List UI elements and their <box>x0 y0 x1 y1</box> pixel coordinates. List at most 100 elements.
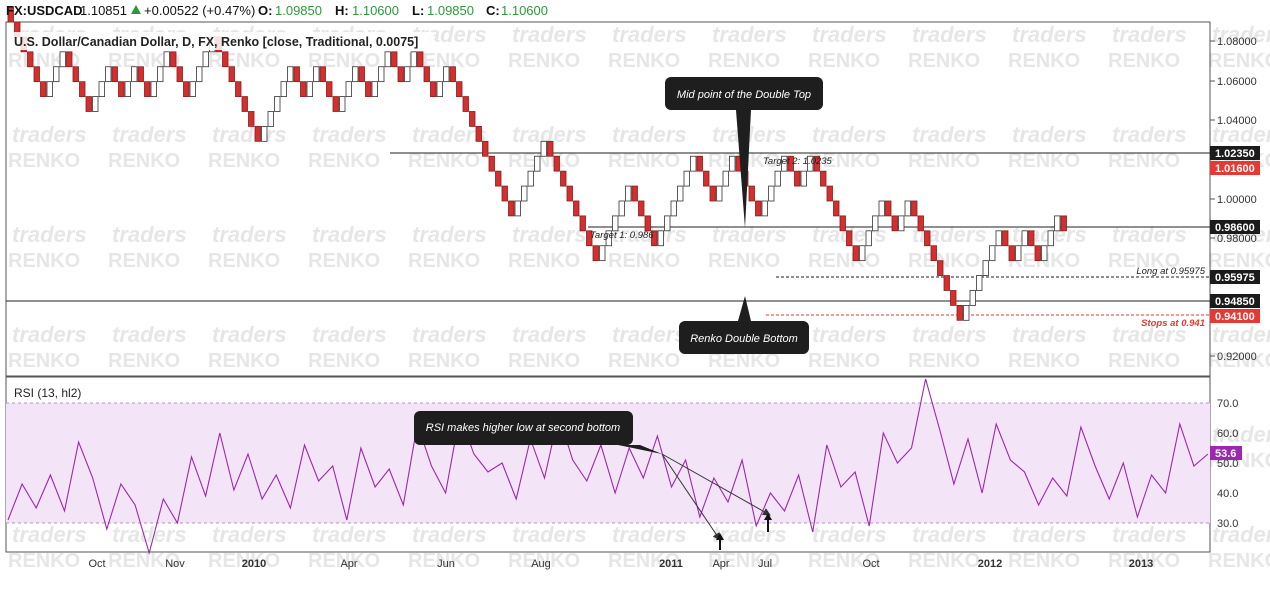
watermark-text: RENKO <box>808 50 880 72</box>
watermark-text: traders <box>1212 522 1270 547</box>
time-tick: Oct <box>862 558 879 570</box>
renko-brick-down <box>170 51 177 68</box>
renko-brick-down <box>241 96 248 112</box>
renko-brick-up <box>105 66 112 83</box>
target2-label: Target 2: 1.0235 <box>763 156 833 167</box>
renko-brick-down <box>579 215 586 232</box>
price-tick: 0.92000 <box>1217 351 1257 363</box>
time-tick: 2012 <box>978 558 1002 570</box>
last-price: 1.10851 <box>80 3 127 18</box>
price-tick: 1.00000 <box>1217 194 1257 206</box>
renko-brick-up <box>92 96 99 112</box>
watermark-text: traders <box>1212 122 1270 147</box>
rsi-line-group <box>7 378 1209 556</box>
renko-brick-down <box>137 66 144 83</box>
watermark-text: traders <box>612 322 687 347</box>
price-tag <box>1210 294 1260 308</box>
price-tick: 1.08000 <box>1217 36 1257 48</box>
long-label: Long at 0.95975 <box>1136 266 1205 277</box>
renko-brick-up <box>716 185 723 202</box>
watermark-text: traders <box>512 322 587 347</box>
renko-brick-down <box>495 170 502 187</box>
watermark-text: RENKO <box>8 250 80 272</box>
renko-brick-down <box>144 81 151 97</box>
renko-brick-up <box>261 126 268 142</box>
renko-brick-up <box>976 275 983 291</box>
price-tag <box>1210 270 1260 284</box>
watermark-text: traders <box>812 22 887 47</box>
renko-brick-up <box>267 111 274 127</box>
rsi-arrow <box>661 453 771 516</box>
watermark-text: traders <box>1112 22 1187 47</box>
watermark-text: traders <box>1212 322 1270 347</box>
renko-brick-up <box>729 155 736 172</box>
renko-brick-down <box>358 66 365 83</box>
renko-brick-down <box>248 111 255 127</box>
renko-brick-down <box>456 81 463 97</box>
watermark-text: RENKO <box>1008 550 1080 572</box>
renko-brick-up <box>989 245 996 262</box>
close-value: 1.10600 <box>501 3 548 18</box>
time-tick: Oct <box>88 558 105 570</box>
renko-brick-down <box>755 200 762 217</box>
renko-brick-up <box>781 155 788 172</box>
watermark-text: traders <box>412 122 487 147</box>
watermark-text: traders <box>1012 322 1087 347</box>
watermark-text: traders <box>712 522 787 547</box>
renko-brick-up <box>761 200 768 217</box>
up-arrow-icon <box>716 533 724 540</box>
renko-brick-up <box>774 170 781 187</box>
renko-brick-down <box>651 230 658 247</box>
renko-brick-down <box>1060 215 1067 232</box>
watermark-text: RENKO <box>1208 350 1270 372</box>
renko-brick-down <box>833 200 840 217</box>
renko-brick-down <box>891 215 898 232</box>
renko-brick-up <box>521 185 528 202</box>
watermark-text: traders <box>512 522 587 547</box>
callout-pointer <box>618 445 662 454</box>
renko-brick-down <box>469 111 476 127</box>
renko-brick-down <box>85 96 92 112</box>
price-tag-text: 1.01600 <box>1215 163 1255 175</box>
watermark-text: traders <box>712 222 787 247</box>
renko-brick-down <box>1002 230 1009 247</box>
rsi-tick: 70.0 <box>1217 398 1238 410</box>
renko-brick-down <box>235 81 242 97</box>
watermark-text: traders <box>712 22 787 47</box>
watermark-text: RENKO <box>208 350 280 372</box>
rsi-pane-title: RSI (13, hl2) <box>14 386 81 400</box>
watermark-text: RENKO <box>908 250 980 272</box>
watermark-text: RENKO <box>108 150 180 172</box>
renko-brick-up <box>345 81 352 97</box>
renko-brick-up <box>436 81 443 97</box>
time-tick: 2010 <box>242 558 266 570</box>
rsi-arrow <box>661 453 721 541</box>
price-tag-text: 1.02350 <box>1215 148 1255 160</box>
watermark-text: traders <box>1112 522 1187 547</box>
renko-brick-down <box>462 96 469 112</box>
renko-brick-down <box>703 170 710 187</box>
watermark-text: RENKO <box>1208 550 1270 572</box>
callout-pointer <box>738 296 751 321</box>
renko-brick-down <box>508 200 515 217</box>
watermark-text: RENKO <box>1008 150 1080 172</box>
watermark-text: traders <box>812 322 887 347</box>
high-label: H: <box>335 3 349 18</box>
watermark-text: traders <box>312 522 387 547</box>
renko-brick-down <box>846 230 853 247</box>
callout-box <box>679 321 809 354</box>
renko-brick-up <box>202 51 209 68</box>
renko-brick-up <box>189 81 196 97</box>
main-title-bg <box>10 32 434 50</box>
time-tick: Nov <box>165 558 185 570</box>
renko-brick-up <box>287 66 294 83</box>
watermark-text: RENKO <box>408 350 480 372</box>
up-arrow-icon <box>764 513 772 520</box>
renko-brick-up <box>690 155 697 172</box>
watermark-text: RENKO <box>8 350 80 372</box>
renko-brick-up <box>807 155 814 172</box>
callout-pointer <box>736 110 751 228</box>
renko-brick-down <box>326 81 333 97</box>
watermark-text: RENKO <box>1108 550 1180 572</box>
time-tick: 2013 <box>1129 558 1153 570</box>
